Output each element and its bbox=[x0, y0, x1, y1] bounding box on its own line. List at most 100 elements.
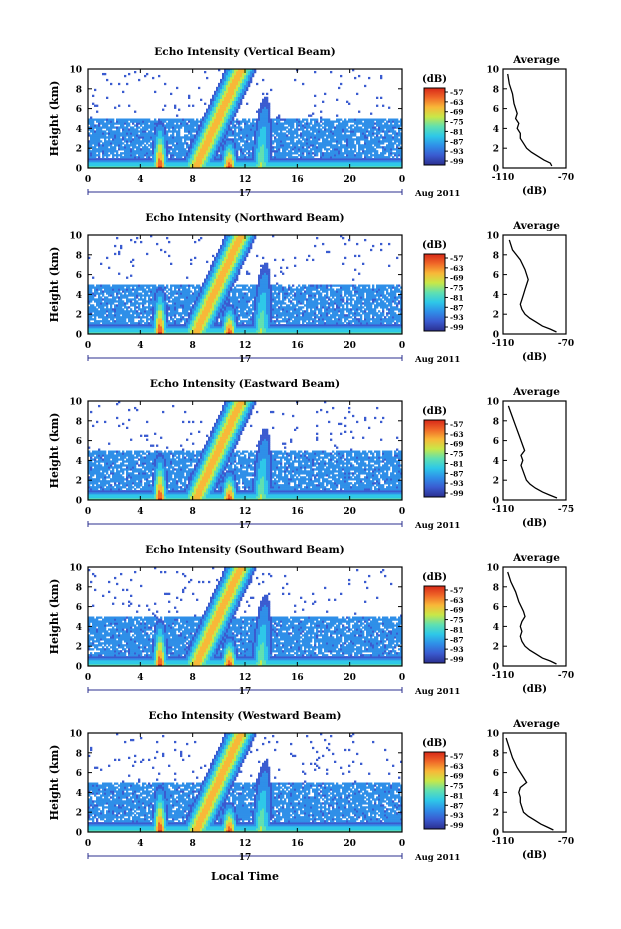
heatmap-cell bbox=[152, 330, 155, 333]
heatmap-cell bbox=[226, 126, 229, 129]
heatmap-cell bbox=[106, 162, 109, 165]
heatmap-cell bbox=[350, 162, 353, 165]
heatmap-cell bbox=[320, 132, 323, 135]
heatmap-cell bbox=[376, 138, 379, 141]
avg-y-tick-label: 10 bbox=[486, 66, 499, 76]
heatmap-cell bbox=[182, 150, 185, 153]
heatmap-cell bbox=[154, 316, 157, 319]
heatmap-cell bbox=[314, 150, 317, 153]
heatmap-cell bbox=[186, 166, 189, 168]
heatmap-cell bbox=[88, 146, 91, 149]
heatmap-cell bbox=[228, 86, 231, 90]
heatmap-cell bbox=[114, 140, 117, 143]
heatmap-cell bbox=[260, 108, 263, 111]
heatmap-cell bbox=[284, 164, 287, 167]
heatmap-cell bbox=[162, 128, 165, 131]
heatmap-cell bbox=[226, 154, 229, 157]
heatmap-cell bbox=[126, 324, 129, 327]
heatmap-cell bbox=[104, 148, 107, 151]
heatmap-cell bbox=[296, 118, 299, 121]
heatmap-cell bbox=[244, 88, 247, 92]
heatmap-cell bbox=[336, 140, 339, 143]
heatmap-cell bbox=[266, 140, 269, 143]
heatmap-cell bbox=[178, 134, 181, 137]
heatmap-cell bbox=[292, 142, 295, 145]
heatmap-cell bbox=[262, 128, 265, 131]
heatmap-cell bbox=[390, 148, 393, 151]
heatmap-cell bbox=[152, 298, 155, 301]
heatmap-cell bbox=[112, 322, 115, 325]
heatmap-cell bbox=[118, 154, 121, 157]
heatmap-cell bbox=[96, 124, 99, 127]
heatmap-cell bbox=[114, 314, 117, 317]
heatmap-cell bbox=[98, 288, 101, 291]
heatmap-cell bbox=[92, 136, 95, 139]
heatmap-cell bbox=[158, 144, 161, 147]
heatmap-cell bbox=[226, 132, 229, 135]
heatmap-cell bbox=[90, 288, 93, 291]
heatmap-cell bbox=[258, 134, 261, 137]
heatmap-cell bbox=[152, 324, 155, 327]
heatmap-cell bbox=[346, 142, 349, 145]
heatmap-cell bbox=[378, 132, 381, 135]
heatmap-cell bbox=[180, 120, 183, 123]
heatmap-cell bbox=[210, 160, 213, 163]
heatmap-cell bbox=[114, 160, 117, 163]
heatmap-cell bbox=[150, 160, 153, 163]
heatmap-cell bbox=[210, 150, 213, 153]
heatmap-cell bbox=[266, 106, 269, 109]
heatmap-cell bbox=[200, 118, 203, 121]
date-label: Aug 2011 bbox=[414, 189, 460, 199]
heatmap-cell bbox=[142, 162, 145, 165]
heatmap-cell bbox=[150, 324, 153, 327]
heatmap-cell bbox=[170, 162, 173, 165]
heatmap-cell bbox=[360, 160, 363, 163]
heatmap-cell bbox=[118, 252, 121, 256]
avg-frame bbox=[502, 68, 567, 169]
heatmap-cell bbox=[338, 146, 341, 149]
heatmap-cell bbox=[118, 126, 121, 129]
heatmap-cell bbox=[108, 320, 111, 323]
heatmap-cell bbox=[236, 164, 239, 167]
heatmap-cell bbox=[240, 80, 243, 84]
heatmap-cell bbox=[216, 110, 219, 113]
heatmap-cell bbox=[100, 128, 103, 131]
heatmap-cell bbox=[258, 146, 261, 149]
heatmap-cell bbox=[328, 142, 331, 145]
heatmap-cell bbox=[320, 144, 323, 147]
heatmap-cell bbox=[142, 130, 145, 133]
heatmap-cell bbox=[392, 162, 395, 165]
heatmap-cell bbox=[386, 130, 389, 133]
heatmap-cell bbox=[364, 160, 367, 163]
heatmap-cell bbox=[104, 150, 107, 153]
heatmap-cell bbox=[148, 148, 151, 151]
heatmap-cell bbox=[214, 120, 217, 123]
heatmap-cell bbox=[92, 328, 95, 331]
heatmap-cell bbox=[144, 124, 147, 127]
heatmap-cell bbox=[278, 146, 281, 149]
heatmap-cell bbox=[370, 154, 373, 157]
heatmap-cell bbox=[294, 146, 297, 149]
heatmap-cell bbox=[188, 154, 191, 157]
heatmap-cell bbox=[226, 152, 229, 155]
heatmap-cell bbox=[154, 152, 157, 155]
heatmap-cell bbox=[336, 160, 339, 163]
heatmap-cell bbox=[220, 128, 223, 131]
heatmap-cell bbox=[234, 146, 237, 149]
heatmap-cell bbox=[224, 122, 227, 125]
heatmap-cell bbox=[92, 124, 95, 127]
heatmap-cell bbox=[308, 142, 311, 145]
heatmap-cell bbox=[360, 162, 363, 165]
heatmap-cell bbox=[278, 140, 281, 143]
heatmap-cell bbox=[218, 102, 221, 105]
heatmap-cell bbox=[278, 164, 281, 167]
heatmap-cell bbox=[110, 308, 113, 311]
heatmap-cell bbox=[236, 166, 239, 168]
heatmap-cell bbox=[350, 118, 353, 121]
heatmap-cell bbox=[156, 164, 159, 167]
heatmap-cell bbox=[218, 122, 221, 125]
heatmap-cell bbox=[222, 142, 225, 145]
heatmap-cell bbox=[232, 130, 235, 133]
heatmap-cell bbox=[120, 122, 123, 125]
heatmap-cell bbox=[340, 154, 343, 157]
